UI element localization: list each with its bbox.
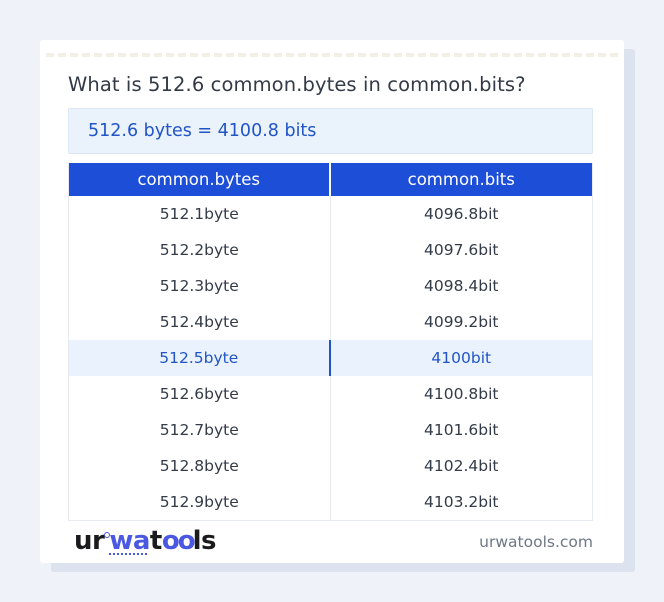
- bytes-cell[interactable]: 512.4byte: [69, 304, 331, 340]
- converter-card: What is 512.6 common.bytes in common.bit…: [40, 40, 624, 563]
- conversion-table: common.bytes common.bits 512.1byte 4096.…: [68, 163, 593, 521]
- bits-cell[interactable]: 4102.4bit: [330, 448, 592, 484]
- bits-cell[interactable]: 4097.6bit: [330, 232, 592, 268]
- bytes-cell[interactable]: 512.2byte: [69, 232, 331, 268]
- table-row: 512.4byte 4099.2bit: [69, 304, 592, 340]
- bytes-cell[interactable]: 512.8byte: [69, 448, 331, 484]
- bits-cell[interactable]: 4100bit: [330, 340, 592, 376]
- bytes-cell[interactable]: 512.5byte: [69, 340, 331, 376]
- table-header-bits: common.bits: [330, 163, 592, 196]
- logo-text-blue: wa: [109, 526, 150, 556]
- bytes-cell[interactable]: 512.3byte: [69, 268, 331, 304]
- conversion-result-text: 512.6 bytes = 4100.8 bits: [88, 121, 317, 141]
- card-footer: ur watools urwatools.com: [40, 526, 624, 562]
- bits-cell[interactable]: 4099.2bit: [330, 304, 592, 340]
- bytes-cell[interactable]: 512.7byte: [69, 412, 331, 448]
- table-row-highlighted: 512.5byte 4100bit: [69, 340, 592, 376]
- page-title: What is 512.6 common.bytes in common.bit…: [68, 73, 526, 96]
- table-row: 512.1byte 4096.8bit: [69, 196, 592, 232]
- table-row: 512.9byte 4103.2bit: [69, 484, 592, 520]
- logo-ring-icon: [104, 532, 111, 538]
- bits-cell[interactable]: 4096.8bit: [330, 196, 592, 232]
- table-row: 512.7byte 4101.6bit: [69, 412, 592, 448]
- bits-cell[interactable]: 4103.2bit: [330, 484, 592, 520]
- conversion-result-box: 512.6 bytes = 4100.8 bits: [68, 108, 593, 154]
- table-row: 512.3byte 4098.4bit: [69, 268, 592, 304]
- bits-cell[interactable]: 4098.4bit: [330, 268, 592, 304]
- table-row: 512.6byte 4100.8bit: [69, 376, 592, 412]
- logo-text-dark: t: [149, 526, 162, 556]
- bytes-cell[interactable]: 512.9byte: [69, 484, 331, 520]
- bytes-cell[interactable]: 512.6byte: [69, 376, 331, 412]
- bytes-cell[interactable]: 512.1byte: [69, 196, 331, 232]
- footer-domain: urwatools.com: [479, 533, 593, 551]
- logo-text-dark: ur: [74, 526, 105, 556]
- bits-cell[interactable]: 4100.8bit: [330, 376, 592, 412]
- table-row: 512.2byte 4097.6bit: [69, 232, 592, 268]
- table-header-bytes: common.bytes: [69, 163, 331, 196]
- table-header-row: common.bytes common.bits: [69, 163, 592, 196]
- bits-cell[interactable]: 4101.6bit: [330, 412, 592, 448]
- table-row: 512.8byte 4102.4bit: [69, 448, 592, 484]
- logo-text-dark: ls: [192, 526, 217, 556]
- logo-glasses-icon: oo: [161, 526, 196, 556]
- decorative-dashed-line: [46, 53, 618, 57]
- urwatools-logo[interactable]: ur watools: [74, 526, 216, 556]
